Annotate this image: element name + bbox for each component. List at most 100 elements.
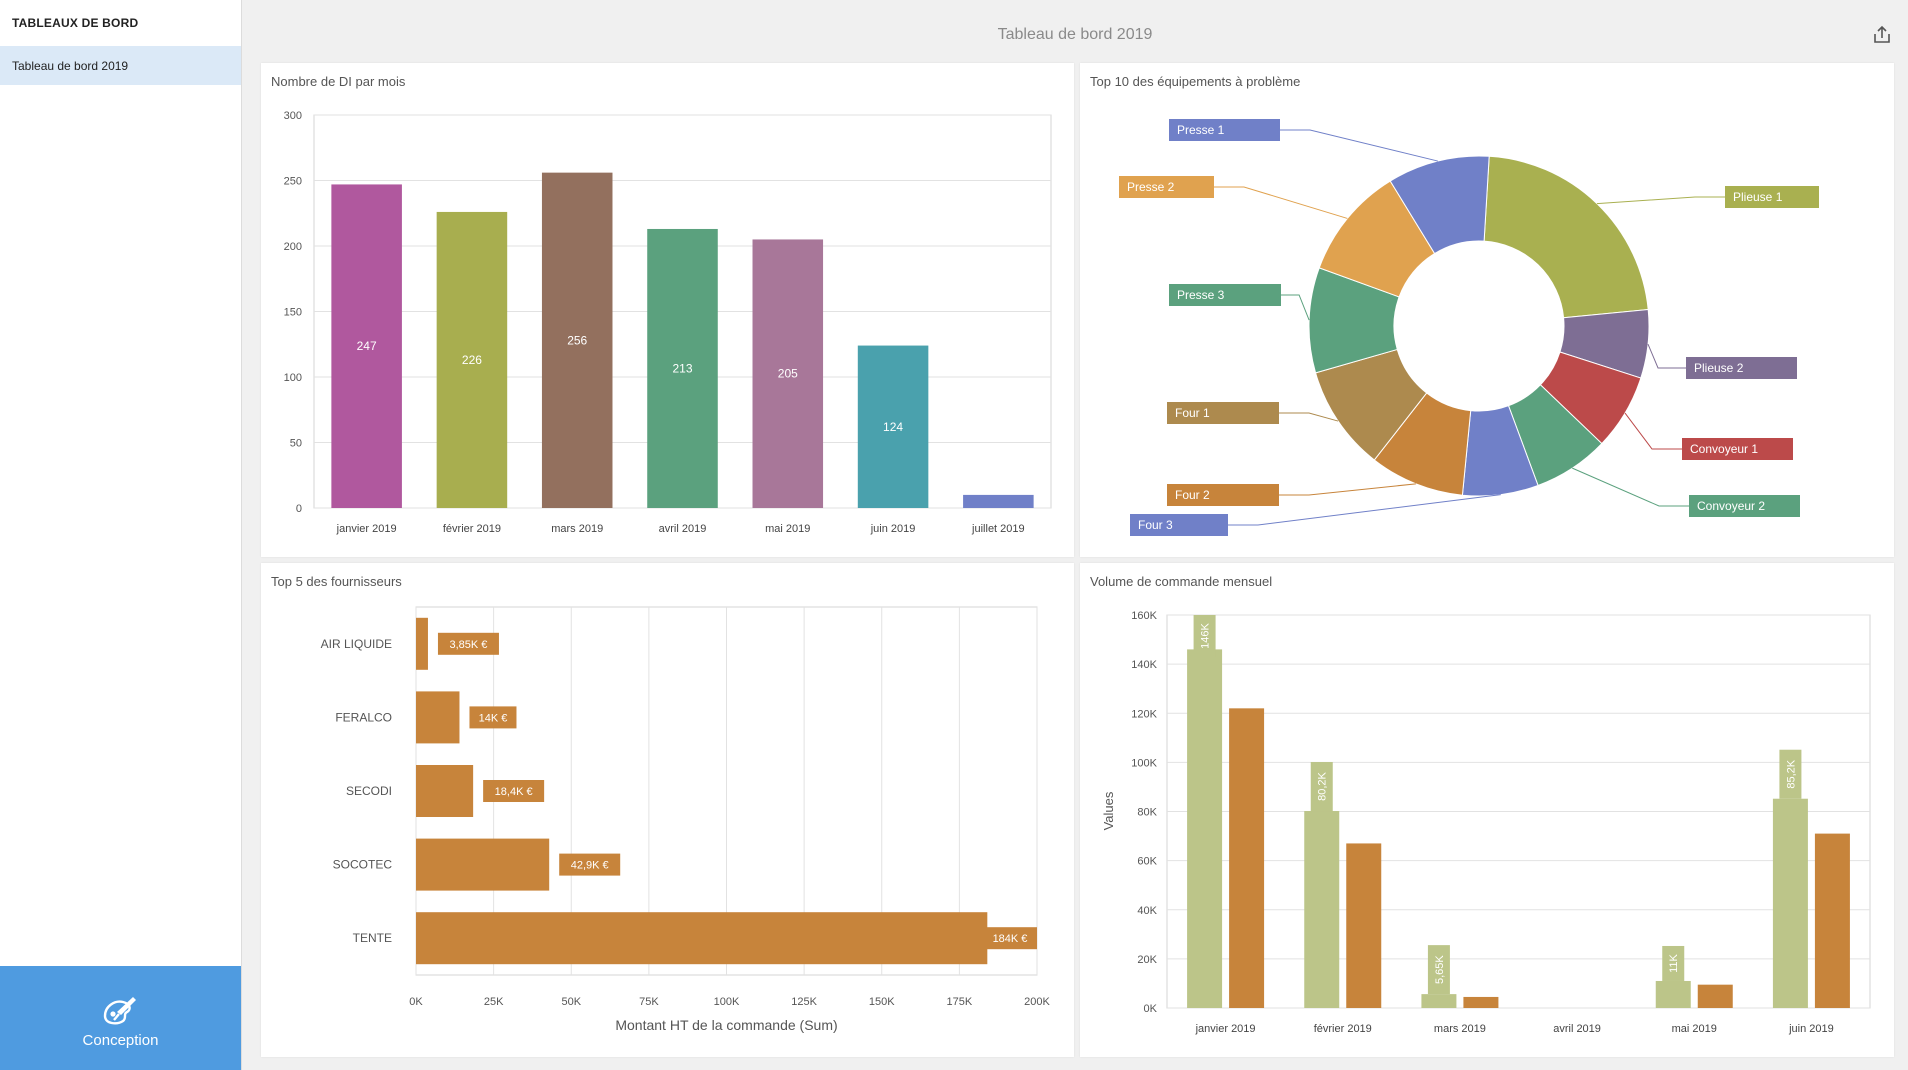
- panel-monthly-orders: Volume de commande mensuel 0K 20K 40K 60K 80…: [1080, 563, 1894, 1057]
- bar: [436, 211, 508, 508]
- data-label: 85,2K: [1785, 759, 1797, 788]
- y-tick-label: 200: [284, 241, 302, 253]
- y-tick-label: 160K: [1131, 610, 1157, 622]
- sidebar-title: TABLEAUX DE BORD: [12, 16, 139, 30]
- data-label: 5,65K: [1434, 955, 1446, 984]
- bar: [752, 239, 824, 508]
- y-tick-label: 20K: [1137, 954, 1157, 966]
- x-tick-label: janvier 2019: [1195, 1023, 1256, 1035]
- data-label: 3,85K €: [449, 639, 487, 651]
- y-tick-label: 100: [284, 372, 302, 384]
- y-tick-label: 0: [296, 503, 302, 515]
- callout-box: [1686, 357, 1797, 379]
- design-mode-button[interactable]: Conception: [0, 966, 241, 1070]
- donut-chart-top-equipment: Plieuse 1 Plieuse 2 Convoyeur 1 Convoyeur 2…: [1119, 119, 1819, 536]
- bar-chart-di-per-month: 0 50 100 150 200 250 300 247 janvier 2019 226 févr…: [284, 110, 1052, 535]
- y-tick-label: 120K: [1131, 708, 1157, 720]
- data-label-box: [437, 632, 499, 655]
- data-label: 80,2K: [1317, 771, 1329, 800]
- y-tick-label: FERALCO: [335, 710, 392, 724]
- x-tick-label: mai 2019: [1672, 1023, 1717, 1035]
- bar: [1187, 649, 1223, 1008]
- sidebar-item-dashboard-2019[interactable]: Tableau de bord 2019: [0, 46, 241, 85]
- x-tick-label: 25K: [484, 996, 504, 1008]
- callout-line: [1596, 196, 1725, 205]
- callout-line: [1279, 483, 1416, 496]
- callout-line: [1281, 294, 1310, 321]
- data-label: 247: [357, 339, 377, 353]
- bar: [416, 838, 550, 891]
- x-tick-label: juin 2019: [870, 523, 916, 535]
- y-tick-label: SECODI: [346, 784, 392, 798]
- slice-label: Presse 2: [1127, 180, 1175, 194]
- callout-box: [1119, 176, 1214, 198]
- x-tick-label: janvier 2019: [336, 523, 397, 535]
- sidebar-item-label: Tableau de bord 2019: [12, 59, 129, 73]
- y-tick-label: 40K: [1137, 905, 1157, 917]
- slice-label: Plieuse 1: [1733, 190, 1783, 204]
- slice-label: Convoyeur 1: [1690, 442, 1758, 456]
- x-tick-label: juillet 2019: [971, 523, 1025, 535]
- y-tick-label: AIR LIQUIDE: [321, 637, 392, 651]
- callout-box: [1169, 119, 1280, 141]
- bar: [416, 617, 428, 670]
- dashboard-title: Tableau de bord 2019: [997, 26, 1153, 43]
- y-tick-label: 150: [284, 307, 302, 319]
- donut-slice: [1483, 155, 1649, 319]
- data-label: 124: [883, 420, 903, 434]
- data-label: 18,4K €: [495, 786, 533, 798]
- data-label: 42,9K €: [571, 860, 609, 872]
- y-tick-label: 0K: [1144, 1003, 1158, 1015]
- data-label: 184K €: [993, 933, 1028, 945]
- data-label-box: [1310, 762, 1333, 812]
- bar: [1421, 994, 1457, 1008]
- slice-label: Presse 3: [1177, 288, 1225, 302]
- panel-title: Top 10 des équipements à problème: [1090, 74, 1301, 89]
- callout-line: [1280, 129, 1438, 162]
- y-tick-label: SOCOTEC: [333, 858, 393, 872]
- y-tick-label: 140K: [1131, 659, 1157, 671]
- x-tick-label: avril 2019: [1553, 1023, 1601, 1035]
- slice-label: Four 3: [1138, 518, 1173, 532]
- data-label: 256: [567, 333, 587, 347]
- data-label: 213: [672, 361, 692, 375]
- bar: [1772, 798, 1808, 1008]
- sidebar: TABLEAUX DE BORD Tableau de bord 2019 Co…: [0, 0, 242, 1070]
- callout-line: [1279, 412, 1339, 422]
- bar: [331, 184, 402, 508]
- bar: [1463, 996, 1499, 1008]
- y-tick-label: 300: [284, 110, 302, 122]
- callout-box: [1725, 186, 1819, 208]
- callout-box: [1167, 484, 1279, 506]
- slice-label: Four 1: [1175, 406, 1210, 420]
- data-label: 11K: [1668, 953, 1680, 972]
- export-icon[interactable]: [1872, 25, 1892, 45]
- x-tick-label: 75K: [639, 996, 659, 1008]
- bar: [1814, 833, 1850, 1008]
- x-tick-label: 125K: [791, 996, 817, 1008]
- data-label-box: [1779, 749, 1802, 799]
- data-label: 14K €: [479, 712, 508, 724]
- y-tick-label: TENTE: [353, 931, 392, 945]
- data-label-box: [559, 853, 621, 876]
- bar: [647, 228, 718, 508]
- bar: [1655, 980, 1691, 1008]
- data-label: 146K: [1200, 622, 1212, 648]
- x-tick-label: 200K: [1024, 996, 1050, 1008]
- callout-line: [1572, 467, 1689, 507]
- bar: [1229, 708, 1265, 1008]
- panel-title: Nombre de DI par mois: [271, 74, 406, 89]
- x-axis-label: Montant HT de la commande (Sum): [615, 1017, 837, 1033]
- callout-line: [1228, 494, 1501, 526]
- panel-di-per-month: Nombre de DI par mois 0 50 100 150 200 250 300…: [261, 63, 1074, 557]
- bar: [1697, 984, 1733, 1008]
- callout-box: [1689, 495, 1800, 517]
- x-tick-label: 150K: [869, 996, 895, 1008]
- y-axis-label: Values: [1101, 791, 1116, 830]
- slice-label: Presse 1: [1177, 123, 1225, 137]
- design-mode-label: Conception: [82, 1032, 159, 1049]
- data-label-box: [469, 706, 517, 729]
- panel-title: Volume de commande mensuel: [1090, 574, 1273, 589]
- bar: [416, 912, 988, 965]
- x-tick-label: mai 2019: [765, 523, 810, 535]
